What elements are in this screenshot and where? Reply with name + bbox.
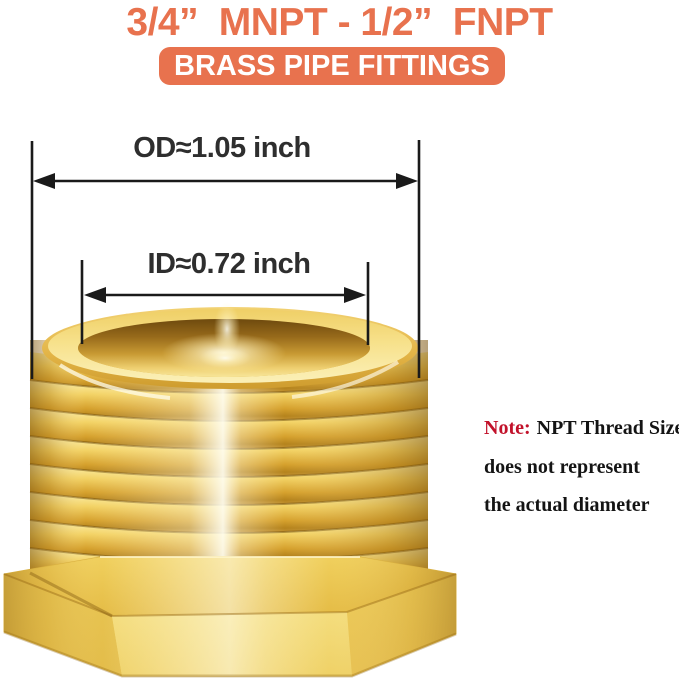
note-line-1: Note: NPT Thread Size [484, 409, 679, 448]
category-badge: BRASS PIPE FITTINGS [159, 47, 505, 85]
page-title: 3/4” MNPT - 1/2” FNPT [126, 1, 553, 44]
id-dimension-lines [80, 260, 370, 345]
od-dimension-lines [30, 140, 421, 379]
id-arrowhead-right [344, 287, 366, 303]
od-arrowhead-right [396, 173, 418, 189]
rim-highlight-left [58, 363, 171, 400]
hex-facet-edges [3, 573, 457, 618]
note-line-2: does not represent [484, 455, 640, 478]
od-arrowhead-left [33, 173, 55, 189]
od-dimension-label: OD≈1.05 inch [133, 132, 311, 164]
hex-base [3, 556, 457, 678]
note-line-3: the actual diameter [484, 494, 650, 516]
rim-highlight-right [291, 360, 400, 399]
hex-bottom-shadow [3, 630, 457, 678]
note-text: Note: NPT Thread Size does not represent … [484, 409, 679, 525]
id-dimension-label: ID≈0.72 inch [147, 248, 311, 280]
note-prefix: Note: [484, 417, 531, 439]
note-line-1-text: NPT Thread Size [536, 417, 679, 439]
id-arrowhead-left [84, 287, 106, 303]
top-rim [42, 302, 418, 400]
